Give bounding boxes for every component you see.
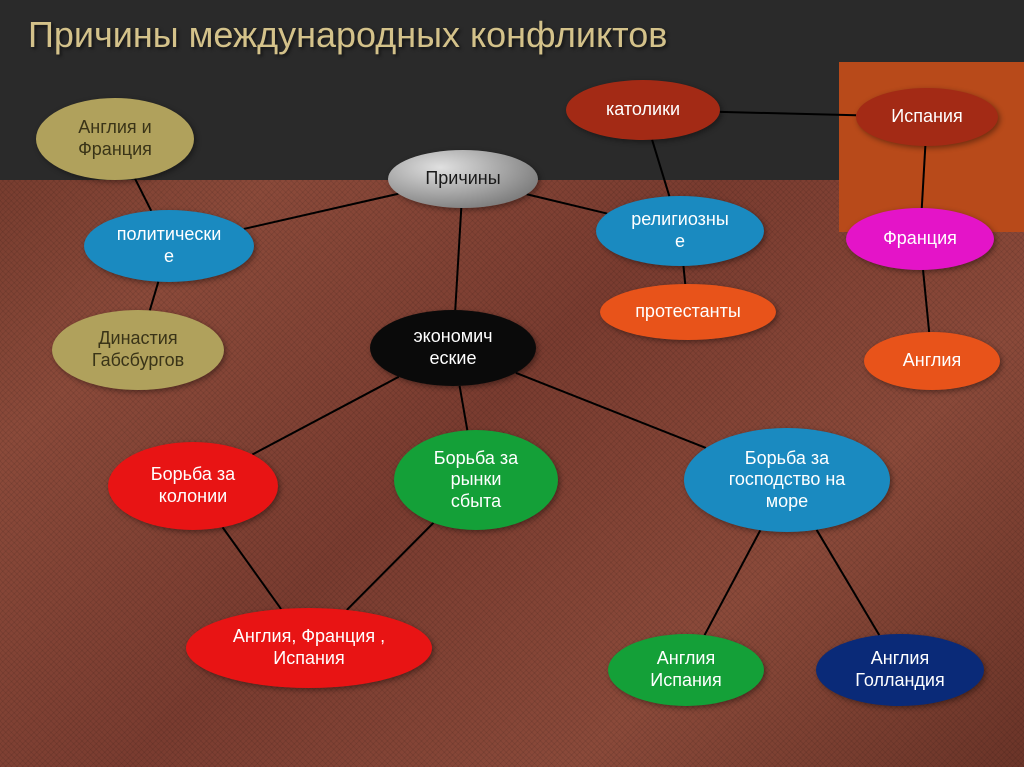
node-france: Франция (846, 208, 994, 270)
node-colonies: Борьба заколонии (108, 442, 278, 530)
node-label: Борьба заколонии (151, 464, 235, 507)
node-label: политические (117, 224, 222, 267)
edge (923, 270, 929, 332)
edge (223, 527, 282, 609)
node-label: Англия иФранция (78, 117, 152, 160)
node-label: Англия, Франция ,Испания (233, 626, 385, 669)
edge (683, 266, 685, 284)
edge (150, 282, 159, 311)
edge (516, 373, 706, 448)
node-label: Франция (883, 228, 957, 250)
node-eng_spain: АнглияИспания (608, 634, 764, 706)
node-reasons: Причины (388, 150, 538, 208)
node-habsburg: ДинастияГабсбургов (52, 310, 224, 390)
node-markets: Борьба зарынкисбыта (394, 430, 558, 530)
node-label: Причины (425, 168, 500, 190)
page-title: Причины международных конфликтов (28, 14, 667, 56)
edge (527, 194, 607, 213)
node-spain: Испания (856, 88, 998, 146)
edge (252, 377, 398, 455)
edge (705, 530, 761, 635)
node-label: Англия (903, 350, 961, 372)
node-england_france: Англия иФранция (36, 98, 194, 180)
node-label: ДинастияГабсбургов (92, 328, 184, 371)
node-eng_holland: АнглияГолландия (816, 634, 984, 706)
node-label: АнглияИспания (650, 648, 721, 691)
node-label: АнглияГолландия (855, 648, 944, 691)
node-label: католики (606, 99, 680, 121)
node-protestants: протестанты (600, 284, 776, 340)
node-catholics: католики (566, 80, 720, 140)
node-label: религиозные (631, 209, 729, 252)
edge (817, 530, 880, 635)
node-label: протестанты (635, 301, 741, 323)
node-economic: экономические (370, 310, 536, 386)
node-label: Борьба загосподство наморе (729, 448, 846, 513)
node-political: политические (84, 210, 254, 282)
node-label: Борьба зарынкисбыта (434, 448, 518, 513)
node-sea: Борьба загосподство наморе (684, 428, 890, 532)
edge (460, 386, 468, 430)
node-england: Англия (864, 332, 1000, 390)
edge (244, 194, 399, 229)
node-label: экономические (413, 326, 492, 369)
edge (455, 208, 461, 310)
node-religious: религиозные (596, 196, 764, 266)
edge (347, 523, 434, 610)
edge (135, 179, 151, 211)
node-label: Испания (891, 106, 962, 128)
node-efs: Англия, Франция ,Испания (186, 608, 432, 688)
